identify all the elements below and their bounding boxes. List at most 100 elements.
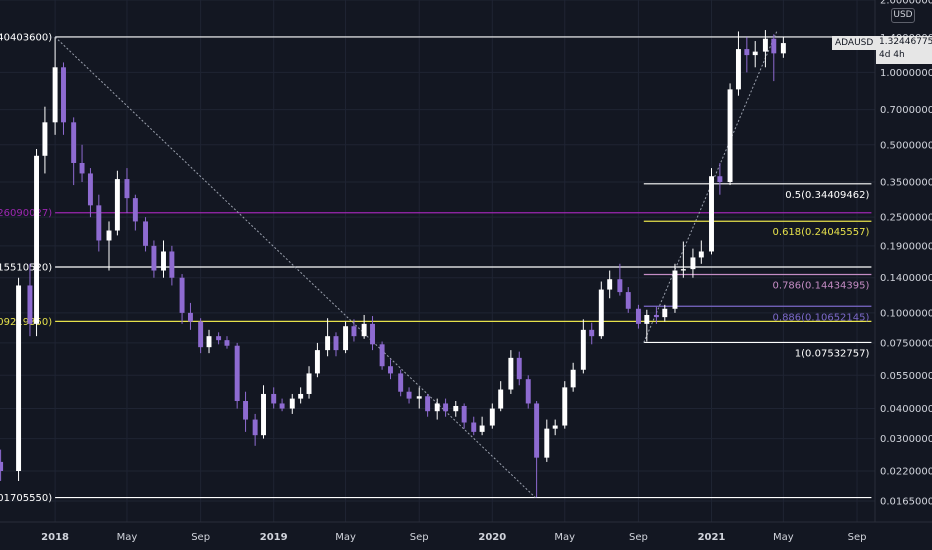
candle-body [508, 357, 514, 390]
candle-body [489, 408, 495, 426]
candle-body [234, 345, 240, 402]
candle-body [187, 312, 193, 322]
candle-body [744, 49, 750, 56]
time-axis-ticks: 2018 May Sep 2019 May Sep 2020 May Sep 2021 May Sep [41, 532, 866, 543]
candle-body [42, 122, 48, 156]
last-price-badge: ADAUSD 1.32446775 4d 4h [832, 36, 932, 64]
candle-body [425, 396, 431, 412]
currency-label[interactable]: USD [891, 8, 915, 23]
candle-body [34, 155, 40, 324]
last-price-box: 1.32446775 4d 4h [876, 36, 932, 64]
candle-body [132, 198, 138, 222]
candle-body [771, 38, 777, 54]
candle-body [52, 67, 58, 123]
candle-body [333, 336, 339, 351]
candle-body [735, 49, 741, 90]
candle-body [16, 285, 22, 471]
fibonacci-retracements[interactable]: 0(1.40403600) 0.382(0.26090027) 0.5(0.1551… [0, 32, 872, 504]
time-tick-label: May [335, 532, 356, 543]
bar-countdown: 4d 4h [879, 50, 905, 60]
candle-body [252, 419, 258, 436]
candle-body [525, 379, 531, 404]
fib-level-label: 0.5(0.15510520) [0, 263, 52, 274]
candle-body [71, 122, 77, 163]
candle-body [343, 326, 349, 351]
candle-body [471, 422, 477, 432]
candle-body [589, 329, 595, 337]
price-axis[interactable] [875, 0, 932, 522]
candle-body [379, 344, 385, 367]
candle-body [653, 314, 659, 318]
candle-body [216, 336, 222, 341]
fib-level-label: 0.618(0.24045557) [773, 227, 870, 238]
candle-body [61, 67, 66, 123]
time-tick-label: May [117, 532, 138, 543]
candle-body [635, 308, 641, 324]
candle-body [370, 323, 375, 345]
candle-body [461, 405, 467, 423]
candle-body [298, 393, 304, 399]
chart-grid [0, 0, 875, 522]
candle-body [680, 269, 686, 271]
candle-body [570, 369, 576, 388]
candle-body [314, 350, 320, 374]
time-tick-label: Sep [848, 532, 867, 543]
candle-body [124, 179, 130, 199]
candle-body [544, 428, 550, 458]
fib-level-label: 0.886(0.10652145) [773, 312, 870, 323]
time-tick-label: 2021 [698, 532, 726, 543]
fib-level-label: 0.5(0.34409462) [785, 190, 869, 201]
candle-body [79, 162, 85, 174]
candle-body [752, 51, 758, 56]
candle-body [151, 245, 157, 271]
candle-body [289, 398, 295, 409]
candle-body [361, 323, 367, 337]
candle-body [106, 230, 112, 241]
fib-level-label: 0.618(0.09219350) [0, 317, 52, 328]
candle-body [498, 389, 504, 409]
time-tick-label: May [554, 532, 575, 543]
candle-body [598, 289, 604, 337]
fib-level-label: 1(0.07532757) [795, 348, 870, 359]
candle-body [398, 373, 404, 392]
candle-body [179, 277, 185, 313]
time-tick-label: May [773, 532, 794, 543]
candle-body [709, 176, 714, 252]
candle-body [388, 366, 393, 374]
time-tick-label: Sep [629, 532, 648, 543]
candle-body [625, 292, 631, 309]
candle-body [169, 251, 175, 278]
candle-body [443, 403, 449, 412]
candle-body [351, 326, 357, 337]
time-tick-label: 2018 [41, 532, 69, 543]
candle-body [662, 308, 668, 318]
trend-line [54, 36, 536, 498]
candle-body [516, 357, 522, 380]
candle-body [198, 321, 204, 348]
candlestick-series [0, 30, 786, 498]
candle-body [698, 251, 704, 258]
candle-body [279, 403, 285, 409]
symbol-label: ADAUSD [832, 36, 877, 50]
candle-body [261, 393, 266, 436]
candle-body [271, 393, 277, 404]
candle-body [87, 173, 93, 206]
candle-body [114, 179, 120, 231]
time-tick-label: Sep [410, 532, 429, 543]
time-axis[interactable] [0, 522, 932, 550]
candle-body [27, 285, 33, 324]
candle-body [479, 425, 485, 432]
fib-level-label: 0.382(0.26090027) [0, 208, 52, 219]
candle-body [434, 403, 440, 412]
candle-body [644, 314, 650, 324]
fib-level-label: 1(0.01705550) [0, 493, 52, 504]
